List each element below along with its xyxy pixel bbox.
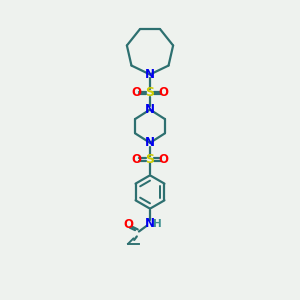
Text: O: O [159, 86, 169, 99]
Text: N: N [145, 217, 155, 230]
Text: N: N [145, 103, 155, 116]
Text: N: N [145, 136, 155, 149]
Text: O: O [159, 153, 169, 166]
Text: N: N [145, 68, 155, 81]
Text: O: O [131, 153, 141, 166]
Text: S: S [146, 153, 154, 166]
Text: O: O [123, 218, 133, 231]
Text: O: O [131, 86, 141, 99]
Text: S: S [146, 86, 154, 99]
Text: H: H [153, 219, 162, 229]
